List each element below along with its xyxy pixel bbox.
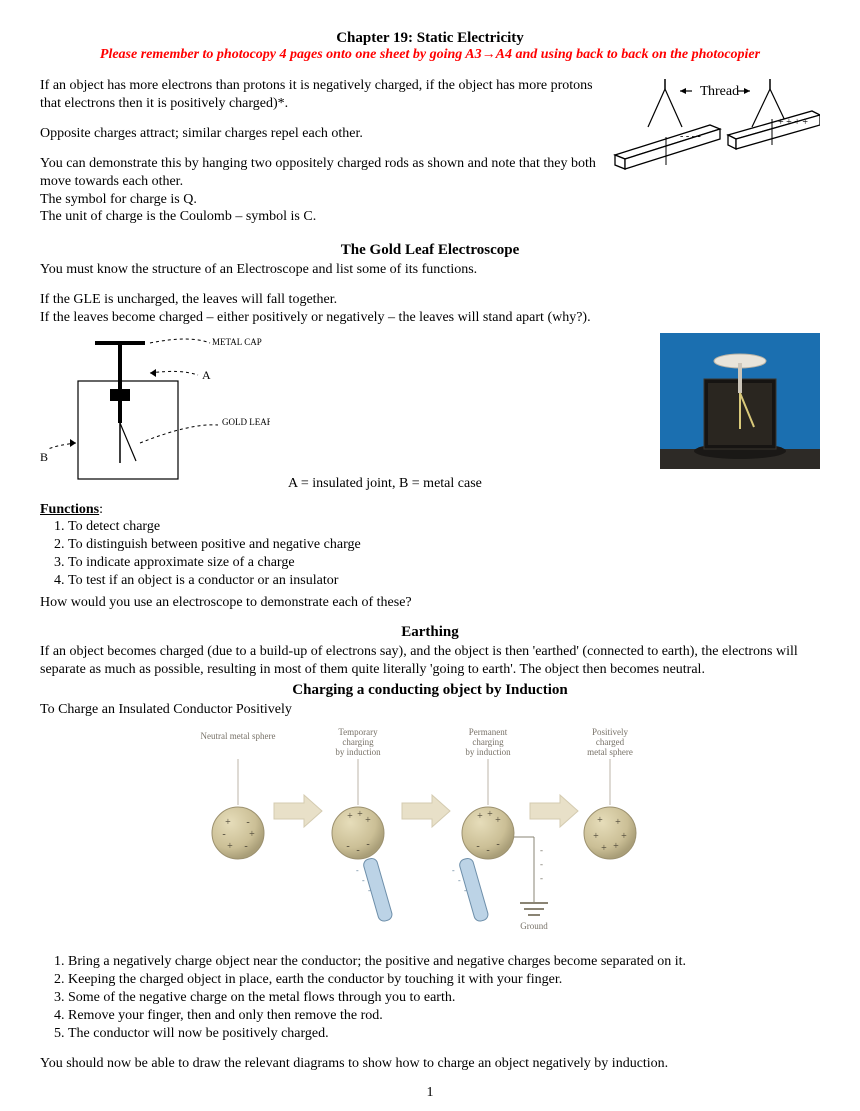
svg-text:+: + [597,815,603,826]
svg-text:Temporary: Temporary [338,727,378,737]
electroscope-photo [660,333,820,474]
list-item: To test if an object is a conductor or a… [68,572,820,590]
svg-text:+: + [615,817,621,828]
list-item: The conductor will now be positively cha… [68,1025,820,1043]
svg-text:-: - [458,876,461,885]
svg-text:Ground: Ground [520,921,548,931]
svg-text:-: - [540,873,543,883]
label-b: B [40,450,48,464]
svg-text:+: + [477,811,483,822]
svg-text:-: - [476,841,479,852]
list-item: Bring a negatively charge object near th… [68,953,820,971]
gle-heading: The Gold Leaf Electroscope [40,242,820,259]
svg-text:metal sphere: metal sphere [587,747,633,757]
svg-text:by induction: by induction [465,747,511,757]
svg-text:+: + [621,831,627,842]
svg-text:+: + [487,809,493,820]
photocopy-notice: Please remember to photocopy 4 pages ont… [40,47,820,63]
list-item: Remove your finger, then and only then r… [68,1007,820,1025]
earthing-heading: Earthing [40,624,820,641]
closing-paragraph: You should now be able to draw the relev… [40,1055,820,1073]
svg-text:+ + + +: + + + + [778,117,808,128]
list-item: To distinguish between positive and nega… [68,536,820,554]
document-page: Chapter 19: Static Electricity Please re… [0,0,860,1111]
chapter-title: Chapter 19: Static Electricity [40,30,820,47]
svg-text:Positively: Positively [592,727,629,737]
svg-text:charging: charging [342,737,374,747]
svg-text:-: - [540,845,543,855]
list-item: To detect charge [68,518,820,536]
induction-figure: Neutral metal sphere Temporary charging … [40,725,820,935]
svg-text:-: - [368,886,371,895]
svg-text:-: - [464,886,467,895]
functions-list: To detect charge To distinguish between … [40,518,820,590]
svg-text:+: + [347,811,353,822]
svg-text:charging: charging [472,737,504,747]
svg-text:+: + [365,815,371,826]
svg-text:- - - -: - - - - [680,131,701,142]
svg-text:-: - [346,841,349,852]
page-number: 1 [40,1085,820,1101]
svg-text:-: - [540,859,543,869]
list-item: Some of the negative charge on the metal… [68,989,820,1007]
induction-steps: Bring a negatively charge object near th… [40,953,820,1043]
list-item: To indicate approximate size of a charge [68,554,820,572]
svg-text:Neutral metal sphere: Neutral metal sphere [201,731,276,741]
svg-text:-: - [452,866,455,875]
svg-text:+: + [495,815,501,826]
earthing-paragraph: If an object becomes charged (due to a b… [40,643,820,679]
svg-text:+: + [593,831,599,842]
svg-text:Permanent: Permanent [469,727,508,737]
svg-text:+: + [225,817,231,828]
svg-text:+: + [249,829,255,840]
svg-text:-: - [366,839,369,850]
svg-text:-: - [496,839,499,850]
svg-text:+: + [227,841,233,852]
svg-text:-: - [486,845,489,856]
functions-question: How would you use an electroscope to dem… [40,594,820,612]
svg-text:by induction: by induction [335,747,381,757]
induction-subtitle: To Charge an Insulated Conductor Positiv… [40,701,820,719]
svg-text:+: + [613,841,619,852]
label-a: A [202,368,211,382]
svg-text:-: - [246,817,249,828]
svg-text:-: - [244,841,247,852]
svg-text:+: + [601,843,607,854]
induction-heading: Charging a conducting object by Inductio… [40,682,820,699]
charged-rods-figure: T hread - - - - [610,77,820,212]
gle-intro: You must know the structure of an Electr… [40,261,820,279]
gle-charged: If the leaves become charged – either po… [40,309,820,327]
svg-text:-: - [362,876,365,885]
svg-text:charged: charged [596,737,625,747]
label-gold-leaf: GOLD LEAF [222,417,270,427]
label-metal-cap: METAL CAP [212,337,262,347]
electroscope-diagram: METAL CAP A GOLD LEAF B [40,333,270,498]
svg-text:-: - [222,829,225,840]
list-item: Keeping the charged object in place, ear… [68,971,820,989]
svg-text:+: + [357,809,363,820]
gle-caption: A = insulated joint, B = metal case [288,476,642,498]
svg-text:-: - [356,866,359,875]
functions-label: Functions [40,502,99,517]
svg-text:-: - [356,845,359,856]
gle-uncharged: If the GLE is uncharged, the leaves will… [40,291,820,309]
thread-label: hread [708,84,739,99]
